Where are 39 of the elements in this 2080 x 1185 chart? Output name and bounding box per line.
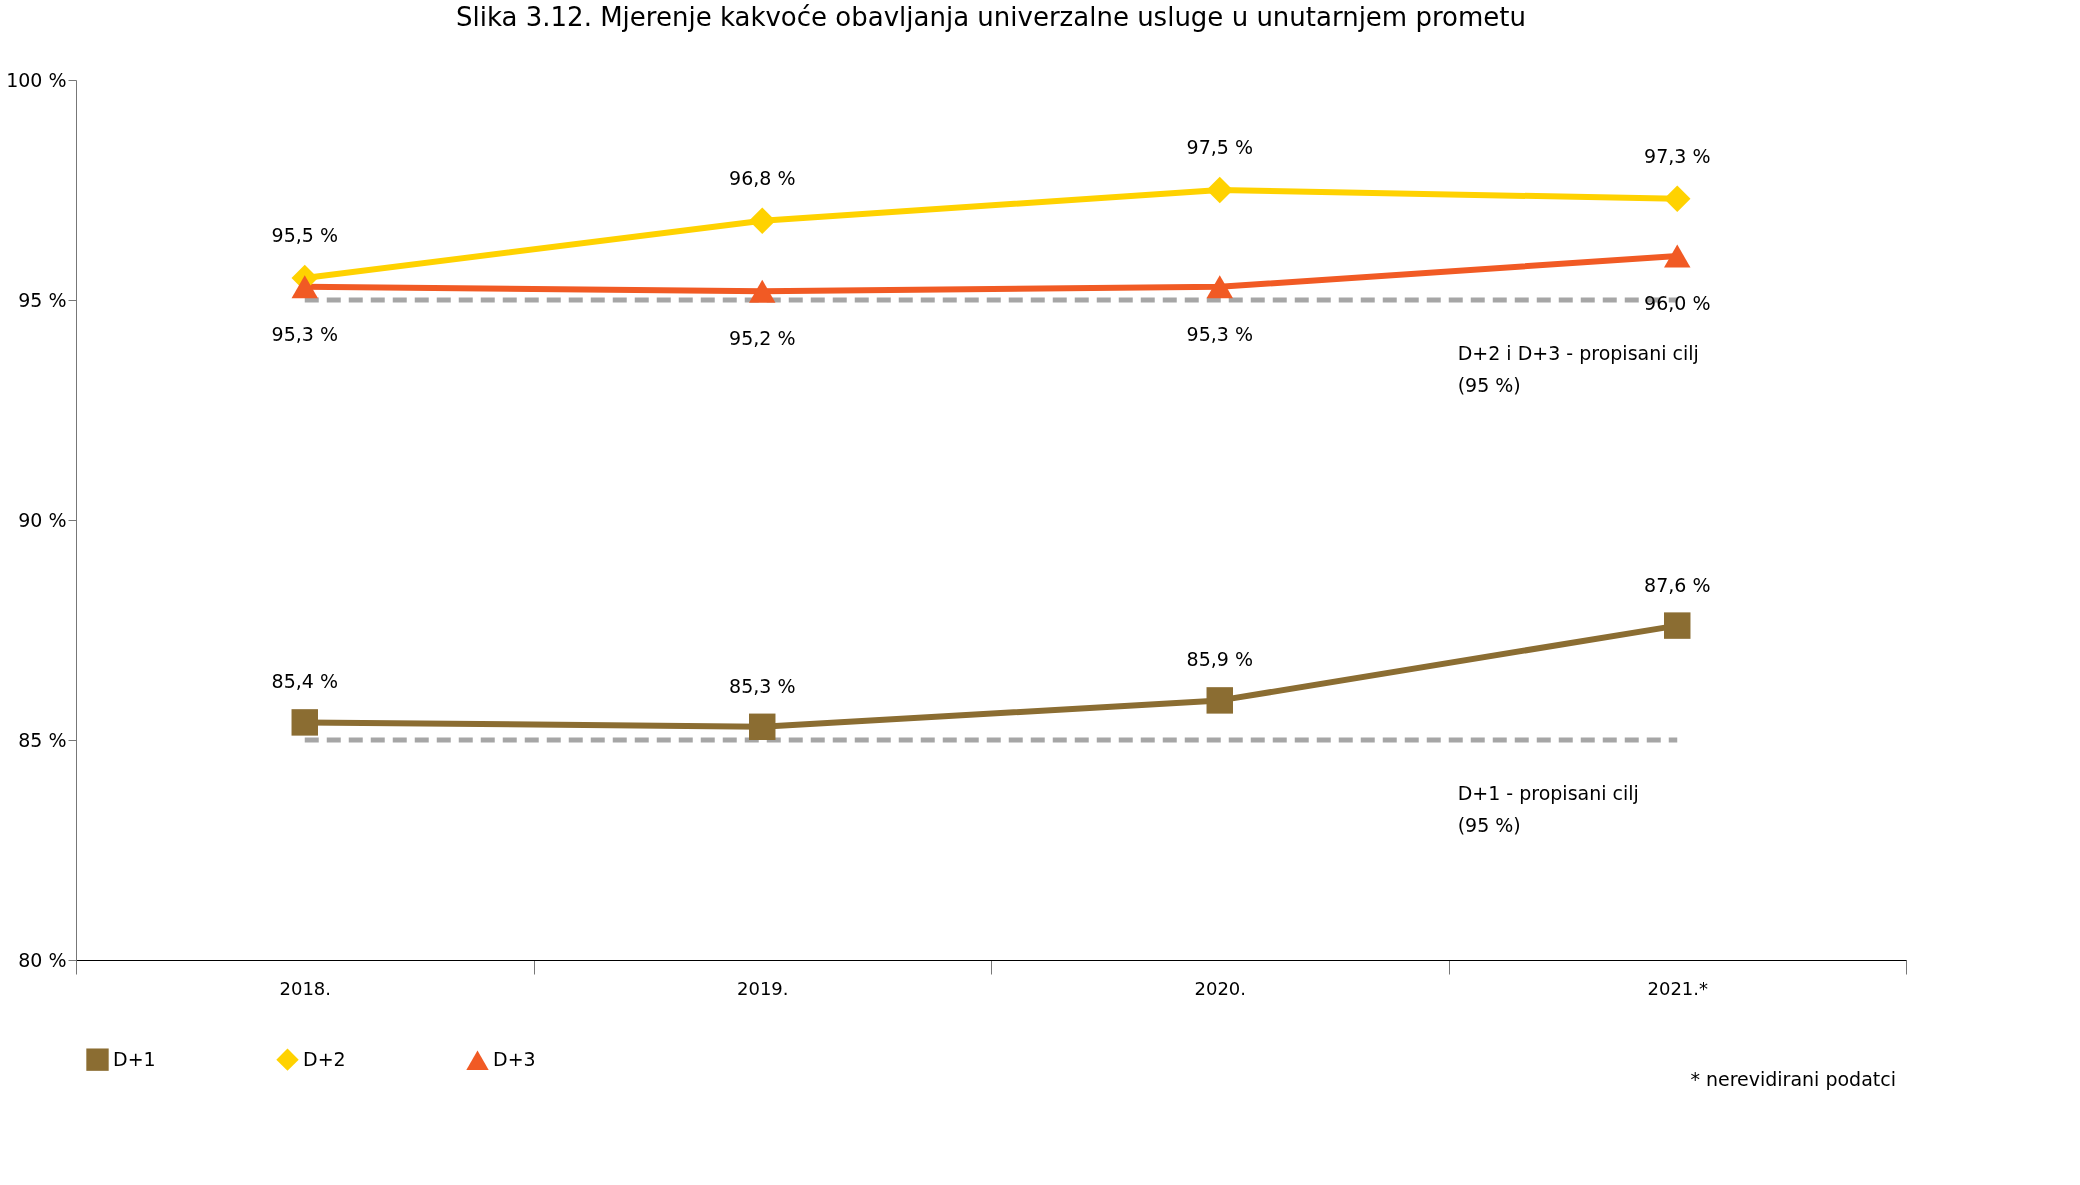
- x-tick-label: 2018.: [279, 977, 332, 999]
- y-tick-label: 80 %: [18, 948, 67, 971]
- point: [291, 709, 318, 736]
- legend-label: D+1: [113, 1047, 156, 1070]
- data-label: 85,9 %: [1186, 648, 1253, 671]
- point: [291, 275, 318, 299]
- ref-line-label: D+1 - propisani cilj (95 %): [1457, 782, 1639, 836]
- data-label: 95,5 %: [271, 224, 338, 246]
- point: [1206, 176, 1233, 204]
- data-label: 96,8 %: [729, 166, 796, 189]
- point: [1664, 244, 1691, 268]
- x-tick-label: 2019.: [736, 977, 789, 999]
- y-tick-label: 100 %: [6, 68, 67, 91]
- data-label: 95,3 %: [1186, 322, 1253, 345]
- point: [749, 207, 776, 235]
- y-tick-label: 85 %: [18, 728, 67, 751]
- y-tick-label: 95 %: [18, 288, 67, 311]
- data-label: 96,0 %: [1644, 292, 1711, 314]
- data-label: 85,3 %: [729, 674, 796, 697]
- data-label: 95,2 %: [729, 327, 796, 350]
- x-tick-label: 2020.: [1194, 977, 1247, 999]
- chart-title: Slika 3.12. Mjerenje kakvoće obavljanja univerzalne usluge u unutarnjem prometu: [456, 2, 1526, 32]
- point: [1206, 687, 1233, 714]
- legend-label: D+2: [303, 1047, 346, 1070]
- data-label: 97,3 %: [1644, 144, 1711, 167]
- text: * nerevidirani podatci: [1690, 1068, 1896, 1090]
- ref-line-label: D+2 i D+3 - propisani cilj (95 %): [1457, 342, 1699, 396]
- data-label: 85,4 %: [271, 670, 338, 693]
- point: [749, 279, 776, 303]
- point: [749, 713, 776, 741]
- data-label: 97,5 %: [1186, 136, 1253, 158]
- x-tick-label: 2021.*: [1647, 977, 1709, 999]
- point: [1664, 612, 1691, 639]
- point: [1206, 275, 1233, 299]
- legend-label: D+3: [493, 1048, 536, 1071]
- y-tick-label: 90 %: [18, 508, 67, 531]
- data-label: 87,6 %: [1644, 573, 1711, 596]
- point: [1664, 185, 1691, 213]
- data-label: 95,3 %: [271, 322, 338, 345]
